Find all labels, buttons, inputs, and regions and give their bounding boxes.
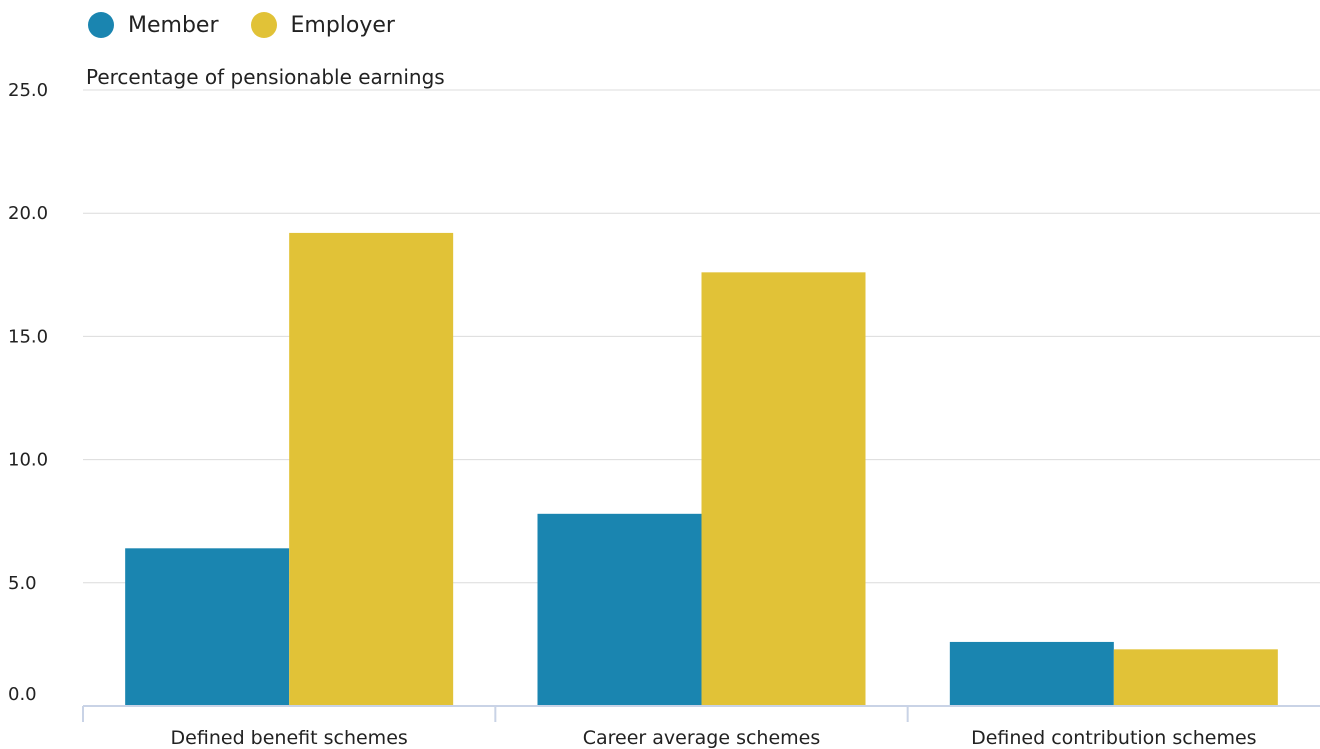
y-tick-label-5: 25.0 — [8, 80, 48, 101]
y-tick-label-3: 15.0 — [8, 326, 48, 347]
x-category-label-0: Defined benefit schemes — [171, 727, 408, 749]
legend-label-employer: Employer — [290, 12, 395, 38]
bar-employer-2 — [1113, 649, 1278, 706]
legend-item-member: Member — [88, 12, 219, 38]
y-tick-label-2: 10.0 — [8, 450, 48, 471]
y-tick-label-0: 0.0 — [8, 684, 37, 705]
bar-member-0 — [125, 548, 290, 706]
y-axis-label: Percentage of pensionable earnings — [86, 65, 445, 89]
bar-member-2 — [949, 641, 1114, 706]
chart-legend: Member Employer — [88, 8, 395, 42]
y-axis-ticks: 0.0 5.0 10.0 15.0 20.0 25.0 — [8, 80, 48, 705]
x-axis: Defined benefit schemes Career average sc… — [82, 705, 1320, 749]
x-category-label-2: Defined contribution schemes — [971, 727, 1256, 749]
y-tick-label-4: 20.0 — [8, 203, 48, 224]
legend-label-member: Member — [128, 12, 219, 38]
legend-swatch-employer — [250, 12, 277, 38]
bar-employer-1 — [701, 272, 866, 706]
bar-employer-0 — [289, 232, 454, 707]
bars — [125, 232, 1278, 707]
x-category-label-1: Career average schemes — [583, 727, 821, 749]
bar-member-1 — [537, 513, 702, 706]
y-tick-label-1: 5.0 — [8, 573, 37, 594]
legend-item-employer: Employer — [250, 12, 395, 38]
legend-swatch-member — [88, 12, 114, 38]
